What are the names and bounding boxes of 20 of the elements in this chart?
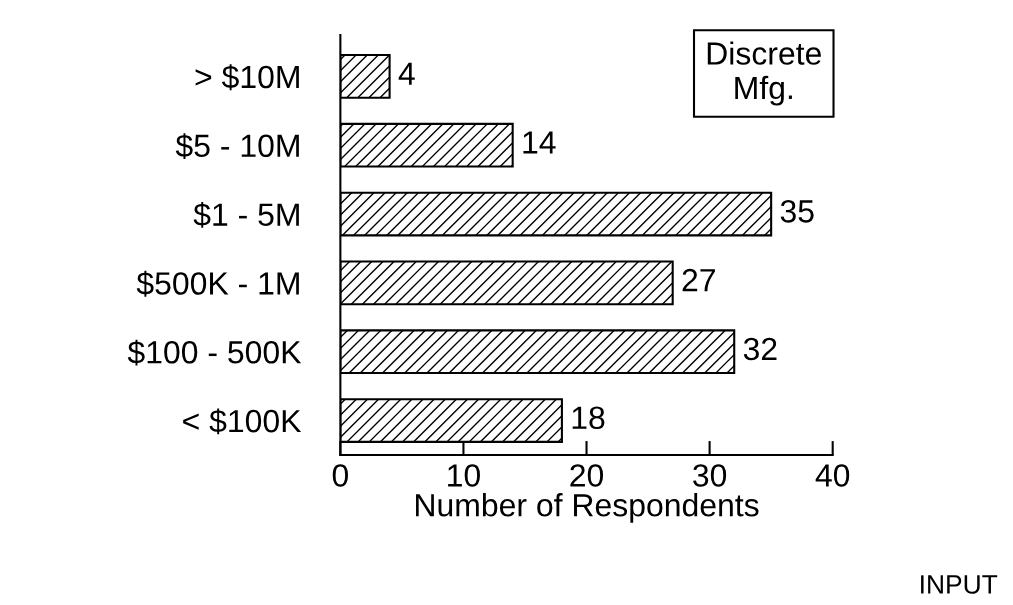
x-axis-title: Number of Respondents bbox=[416, 493, 759, 523]
y-tick-label: $500K - 1M bbox=[136, 270, 299, 297]
y-tick-label: > $10M bbox=[195, 64, 299, 91]
y-tick-label: $1 - 5M bbox=[193, 201, 299, 228]
x-tick-label: 10 bbox=[448, 464, 480, 487]
data-label: 35 bbox=[780, 200, 814, 223]
x-tick-label: 30 bbox=[693, 464, 727, 487]
x-tick-label: 0 bbox=[332, 464, 348, 487]
data-label: 4 bbox=[398, 62, 415, 85]
data-label: 27 bbox=[682, 268, 715, 292]
y-tick-label: < $100K bbox=[183, 408, 302, 435]
x-tick-label: 40 bbox=[815, 464, 850, 487]
y-tick-label: $100 - 500K bbox=[127, 339, 302, 366]
x-tick-label: 20 bbox=[570, 464, 604, 487]
data-label: 32 bbox=[743, 337, 777, 361]
y-tick-label: $5 - 10M bbox=[175, 133, 299, 160]
data-label: 14 bbox=[523, 131, 556, 154]
text: INPUT bbox=[921, 575, 998, 594]
text: Discrete Mfg. bbox=[707, 41, 821, 106]
data-label: 18 bbox=[572, 406, 605, 430]
